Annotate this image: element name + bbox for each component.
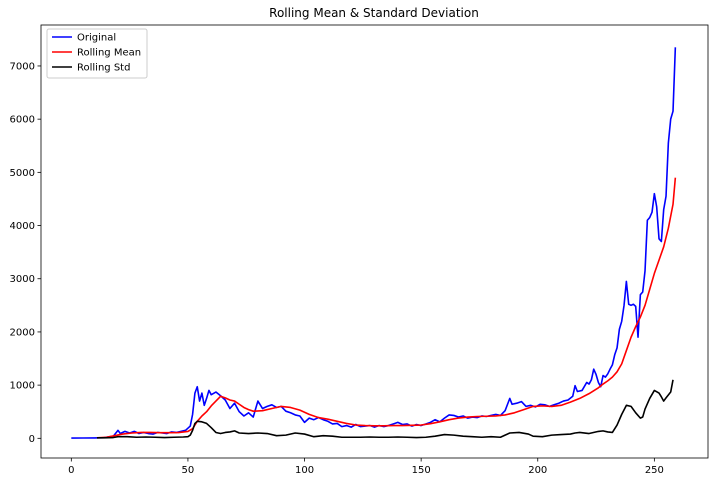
legend: Original Rolling Mean Rolling Std bbox=[46, 28, 148, 79]
series-line-rolling-std bbox=[96, 379, 674, 439]
plot-frame bbox=[40, 24, 709, 459]
y-tick-label: 6000 bbox=[10, 115, 35, 126]
y-tick-label: 7000 bbox=[10, 61, 35, 72]
x-tick-label: 0 bbox=[68, 465, 74, 476]
x-tick-label: 200 bbox=[528, 465, 547, 476]
legend-label-rolling-mean: Rolling Mean bbox=[77, 48, 141, 59]
legend-box bbox=[46, 28, 148, 79]
legend-label-original: Original bbox=[77, 33, 116, 44]
series-layer bbox=[71, 47, 677, 439]
x-tick-label: 250 bbox=[645, 465, 664, 476]
y-tick-label: 3000 bbox=[10, 274, 35, 285]
y-tick-label: 2000 bbox=[10, 327, 35, 338]
y-tick-label: 0 bbox=[29, 434, 35, 445]
legend-label-rolling-std: Rolling Std bbox=[77, 63, 130, 74]
x-tick-label: 150 bbox=[412, 465, 431, 476]
chart-title: Rolling Mean & Standard Deviation bbox=[269, 6, 479, 20]
y-tick-label: 4000 bbox=[10, 221, 35, 232]
x-tick-label: 100 bbox=[295, 465, 314, 476]
ticks-layer: 0 50 100 150 200 250 0 1000 2000 3000 4000 5000 6000… bbox=[10, 61, 664, 476]
y-tick-label: 5000 bbox=[10, 168, 35, 179]
y-tick-label: 1000 bbox=[10, 381, 35, 392]
series-line-rolling-mean bbox=[96, 177, 677, 439]
x-tick-label: 50 bbox=[182, 465, 195, 476]
